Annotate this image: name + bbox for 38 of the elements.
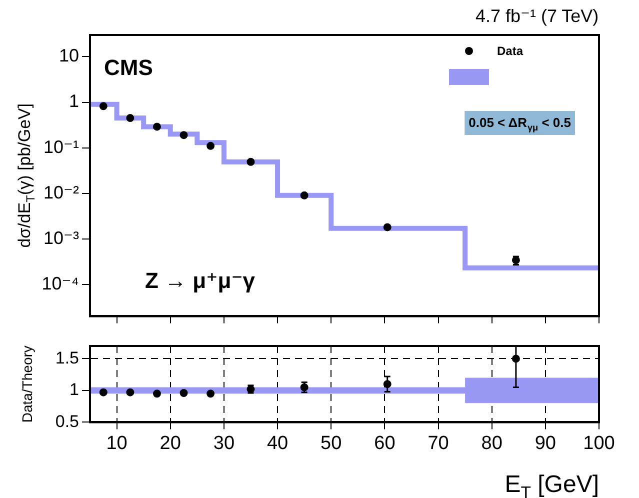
y-tick-label: 10⁻⁴ xyxy=(42,273,79,294)
point xyxy=(246,158,255,166)
point xyxy=(206,390,215,398)
y-axis-title: dσ/dET(γ) [pb/GeV] xyxy=(15,103,38,248)
x-tick-label: 40 xyxy=(266,432,288,454)
y-tick-label: 0.5 xyxy=(55,412,79,431)
x-tick-label: 80 xyxy=(481,432,502,454)
point xyxy=(152,122,161,131)
point xyxy=(126,114,134,122)
point xyxy=(126,388,134,396)
x-tick-label: 30 xyxy=(213,432,235,454)
point xyxy=(206,142,215,150)
y-axis-title: Data/Theory xyxy=(19,346,35,423)
annotation: CMS xyxy=(104,55,153,80)
x-tick-label: 100 xyxy=(583,432,615,454)
point xyxy=(99,388,108,396)
y-tick-label: 10⁻¹ xyxy=(43,136,79,157)
annotation: Z → μ⁺μ⁻γ xyxy=(145,268,256,294)
point xyxy=(383,223,392,232)
x-tick-label: 90 xyxy=(534,432,556,454)
legend-label: Data xyxy=(497,44,524,58)
y-tick-label: 1 xyxy=(70,380,79,400)
y-tick-label: 1 xyxy=(68,91,79,112)
x-tick-label: 20 xyxy=(160,432,181,454)
point xyxy=(99,102,108,110)
x-tick-label: 50 xyxy=(320,432,342,454)
point xyxy=(180,131,188,140)
point xyxy=(152,390,161,398)
chart-title: 4.7 fb⁻¹ (7 TeV) xyxy=(475,6,599,26)
x-tick-label: 70 xyxy=(428,432,449,454)
y-tick-label: 10 xyxy=(58,46,79,66)
y-tick-label: 10⁻³ xyxy=(43,228,79,248)
x-tick-label: 10 xyxy=(106,432,128,454)
point xyxy=(180,388,188,397)
y-tick-label: 10⁻² xyxy=(43,182,79,202)
point xyxy=(300,191,308,200)
y-tick-label: 1.5 xyxy=(55,348,79,368)
x-tick-label: 60 xyxy=(374,432,396,454)
